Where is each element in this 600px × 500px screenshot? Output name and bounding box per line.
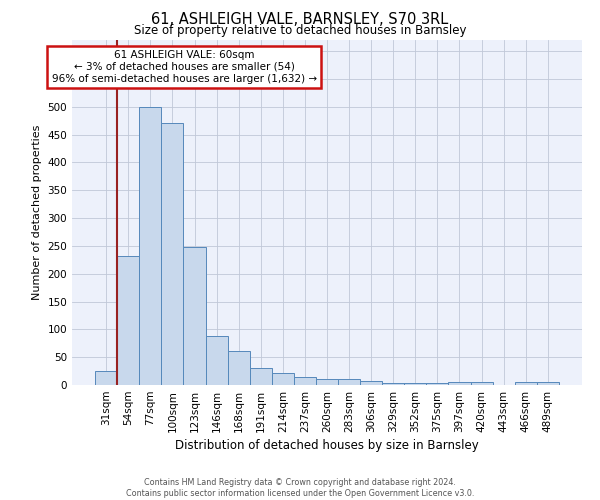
Bar [184, 247, 206, 385]
Bar [404, 384, 427, 385]
Y-axis label: Number of detached properties: Number of detached properties [32, 125, 42, 300]
Bar [206, 336, 227, 385]
Bar [515, 382, 537, 385]
Bar [360, 380, 382, 385]
Bar [272, 373, 294, 385]
Bar [448, 382, 470, 385]
Text: 61 ASHLEIGH VALE: 60sqm
← 3% of detached houses are smaller (54)
96% of semi-det: 61 ASHLEIGH VALE: 60sqm ← 3% of detached… [52, 50, 317, 84]
X-axis label: Distribution of detached houses by size in Barnsley: Distribution of detached houses by size … [175, 439, 479, 452]
Bar [537, 382, 559, 385]
Bar [427, 384, 448, 385]
Text: 61, ASHLEIGH VALE, BARNSLEY, S70 3RL: 61, ASHLEIGH VALE, BARNSLEY, S70 3RL [151, 12, 449, 28]
Bar [470, 382, 493, 385]
Bar [139, 107, 161, 385]
Bar [227, 350, 250, 385]
Bar [161, 124, 184, 385]
Bar [294, 377, 316, 385]
Bar [338, 380, 360, 385]
Text: Contains HM Land Registry data © Crown copyright and database right 2024.
Contai: Contains HM Land Registry data © Crown c… [126, 478, 474, 498]
Bar [382, 383, 404, 385]
Text: Size of property relative to detached houses in Barnsley: Size of property relative to detached ho… [134, 24, 466, 37]
Bar [95, 371, 117, 385]
Bar [117, 256, 139, 385]
Bar [250, 368, 272, 385]
Bar [316, 379, 338, 385]
